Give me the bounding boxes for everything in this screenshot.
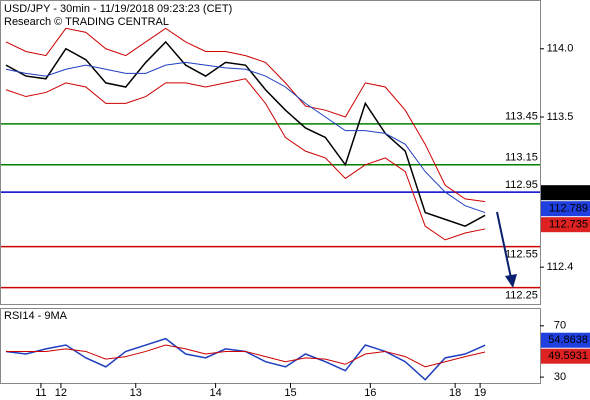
- x-tick-label: 14: [209, 387, 221, 399]
- price-badge-label: 112.735: [549, 219, 588, 231]
- price-badge: [541, 185, 590, 201]
- chart-subtitle: Research © TRADING CENTRAL: [4, 16, 169, 28]
- series-line: [5, 78, 486, 241]
- x-tick-label: 15: [284, 387, 296, 399]
- x-tick-label: 11: [35, 387, 46, 399]
- price-badge-label: 54.8638: [548, 334, 588, 346]
- level-label: 112.55: [505, 249, 538, 261]
- x-tick-label: 13: [130, 387, 142, 399]
- x-tick-label: 16: [364, 387, 376, 399]
- rsi-panel: [0, 308, 541, 384]
- series-line: [5, 40, 486, 228]
- level-label: 113.45: [505, 111, 538, 123]
- level-label: 112.25: [505, 290, 538, 302]
- y-tick-label: 70: [554, 320, 566, 332]
- rsi-title: RSI14 - 9MA: [4, 310, 68, 322]
- price-badge: [541, 217, 590, 233]
- projection-arrow: [496, 211, 517, 288]
- y-tick-label: 30: [554, 371, 566, 383]
- price-panel: [0, 0, 541, 305]
- price-badge: [541, 348, 590, 364]
- price-badge: [541, 332, 590, 348]
- y-tick-label: 114.0: [547, 43, 574, 55]
- series-line: [5, 27, 486, 203]
- y-tick-label: 112.4: [547, 261, 574, 273]
- series-line: [5, 61, 486, 214]
- x-tick-label: 12: [55, 387, 67, 399]
- x-tick-label: 18: [449, 387, 461, 399]
- price-badge-label: 112.789: [549, 203, 588, 215]
- price-badge: [541, 201, 590, 217]
- level-label: 112.95: [505, 179, 538, 191]
- level-label: 113.15: [505, 152, 538, 164]
- price-badge-label: 49.5931: [548, 350, 588, 362]
- y-tick-label: 113.5: [547, 111, 574, 123]
- price-badge-label: 112.821: [549, 187, 588, 199]
- chart-title: USD/JPY - 30min - 11/19/2018 09:23:23 (C…: [4, 3, 232, 15]
- series-line: [5, 344, 486, 368]
- x-tick-label: 19: [474, 387, 486, 399]
